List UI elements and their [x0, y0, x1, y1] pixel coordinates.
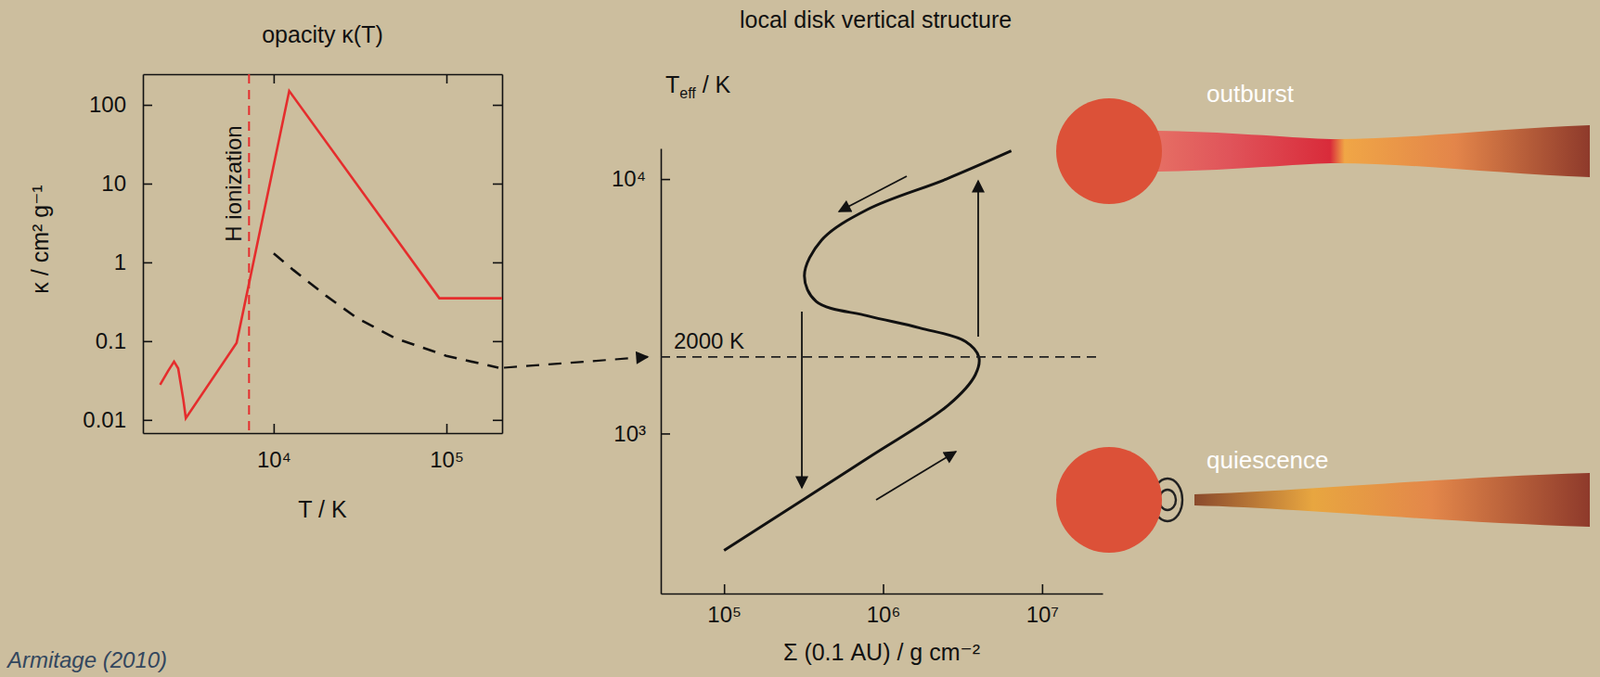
citation: Armitage (2010) [5, 647, 168, 673]
cycle-arrow [838, 176, 907, 212]
disk-outburst [1109, 125, 1590, 178]
star [1056, 98, 1162, 205]
tick [492, 104, 503, 106]
connector-arrow [503, 357, 648, 369]
tick: 10⁴ [257, 424, 292, 473]
annotation-line [660, 356, 1103, 359]
tick-label: 10⁵ [429, 447, 465, 473]
tick-label: 10⁵ [707, 602, 742, 628]
x-axis-title: Σ (0.1 AU) / g cm⁻² [783, 639, 981, 666]
tick [492, 420, 503, 422]
annotation-label: H ionization [220, 125, 246, 242]
plot-area [660, 151, 1103, 552]
chart-1: 10⁵ 10⁶ 10⁷ 10³ 10⁴ 2000 K local disk vertical… [611, 6, 1104, 666]
chart-title: local disk vertical structure [739, 6, 1012, 33]
tick-mark [1042, 584, 1045, 594]
tick: 10⁷ [1026, 584, 1059, 628]
tick-label: 1 [114, 249, 127, 275]
tick: 10 [101, 170, 153, 196]
cycle-arrow [800, 311, 803, 489]
tick [492, 183, 503, 185]
tick: 100 [89, 91, 153, 117]
tick: 1 [114, 249, 153, 275]
tick-label: 10³ [613, 421, 646, 447]
tick [446, 74, 448, 84]
tick: 0.1 [95, 328, 153, 354]
tick [492, 341, 503, 343]
tick: 10⁶ [866, 584, 902, 628]
cycle-arrow [977, 180, 980, 337]
axis: 10⁴ 10⁵ [143, 424, 504, 473]
x-axis-title: T / K [297, 496, 348, 523]
axis-line [660, 149, 663, 595]
chart-0: 10⁴ 10⁵ 0.01 0.1 1 10 100 H ionization opacity κ… [26, 21, 504, 523]
tick: 10⁵ [707, 584, 742, 628]
axis-line [502, 75, 504, 435]
panel-label: quiescence [1206, 446, 1330, 475]
tick-mark [492, 183, 503, 186]
chart-title: opacity κ(T) [261, 21, 384, 48]
tick: 0.01 [82, 407, 153, 433]
tick-mark [142, 419, 153, 422]
figure: 10⁴ 10⁵ 0.01 0.1 1 10 100 H ionization opacity κ… [0, 0, 1600, 677]
tick-mark [660, 179, 671, 181]
axis: 0.01 0.1 1 10 100 [82, 75, 153, 435]
annotation-line [247, 74, 250, 434]
panel-label: outburst [1206, 79, 1295, 108]
tick-mark [492, 341, 503, 344]
tick-label: 10⁴ [611, 166, 646, 192]
tick: 10³ [613, 421, 671, 447]
axis-line [143, 74, 504, 77]
y-axis-title: Teff / K [665, 71, 732, 102]
axis-line [142, 75, 145, 435]
tick-mark [142, 183, 153, 186]
cycle-arrow [876, 451, 956, 501]
tick-mark [660, 433, 671, 436]
disk-quiescence [1194, 473, 1590, 528]
tick-mark [446, 424, 449, 434]
tick-label: 10⁷ [1026, 602, 1059, 628]
axis: 10⁵ 10⁶ 10⁷ [661, 584, 1104, 628]
tick-mark [446, 74, 449, 84]
axis-line [661, 593, 1104, 596]
tick-mark [142, 262, 153, 265]
axis: 10³ 10⁴ [611, 149, 671, 595]
tick-mark [882, 584, 885, 594]
tick [492, 262, 503, 264]
tick-label: 10⁶ [866, 602, 902, 628]
tick-label: 0.1 [95, 328, 127, 354]
data-line [723, 151, 1011, 552]
tick-mark [492, 104, 503, 107]
plot-area [159, 74, 503, 434]
tick [273, 74, 275, 84]
data-line [159, 90, 503, 419]
tick-mark [273, 424, 276, 434]
tick-label: 100 [89, 91, 127, 117]
tick-label: 10⁴ [257, 447, 292, 473]
axis [492, 75, 504, 435]
background [0, 0, 1600, 677]
tick-mark [492, 419, 503, 422]
y-axis-title: κ / cm² g⁻¹ [26, 184, 53, 294]
annotation-label: 2000 K [673, 328, 745, 354]
axis [143, 74, 504, 84]
illustrations: outburst quiescence [1056, 79, 1590, 554]
tick-label: 10 [101, 170, 127, 196]
tick-label: 0.01 [82, 407, 127, 433]
tick-mark [142, 104, 153, 107]
axis-line [143, 433, 504, 436]
tick-mark [723, 584, 726, 594]
tick: 10⁵ [429, 424, 465, 473]
data-line [273, 253, 499, 368]
tick-mark [142, 341, 153, 344]
tick-mark [273, 74, 276, 84]
star [1056, 447, 1162, 554]
tick-mark [492, 262, 503, 265]
tick: 10⁴ [611, 166, 671, 192]
